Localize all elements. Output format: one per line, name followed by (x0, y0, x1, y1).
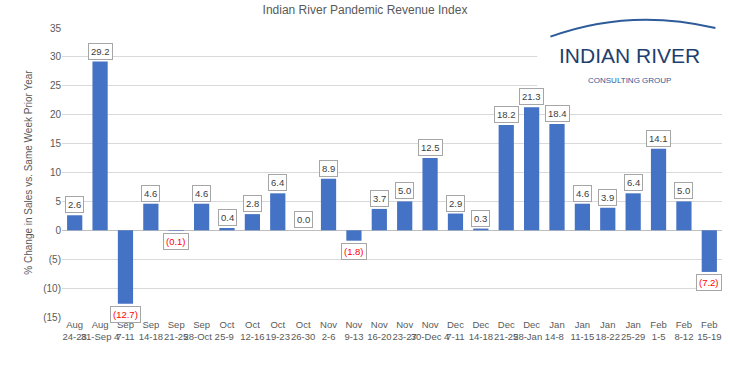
svg-text:Sep21-25: Sep21-25 (164, 319, 188, 342)
svg-text:(12.7): (12.7) (113, 309, 138, 320)
svg-text:Feb8-12: Feb8-12 (674, 319, 693, 342)
svg-text:Dec28-Jan 1: Dec28-Jan 1 (513, 319, 550, 342)
svg-text:Nov23-27: Nov23-27 (393, 319, 417, 342)
svg-text:10: 10 (50, 167, 62, 178)
svg-text:CONSULTING GROUP: CONSULTING GROUP (588, 76, 671, 85)
svg-text:5: 5 (55, 196, 61, 207)
svg-text:3.7: 3.7 (373, 193, 386, 204)
svg-text:Aug31-Sep 4: Aug31-Sep 4 (81, 319, 120, 342)
svg-text:12.5: 12.5 (421, 142, 440, 153)
svg-text:25: 25 (50, 80, 62, 91)
svg-text:14.1: 14.1 (649, 133, 668, 144)
svg-text:(7.2): (7.2) (699, 277, 719, 288)
svg-text:Oct19-23: Oct19-23 (266, 319, 290, 342)
svg-text:3.9: 3.9 (601, 192, 614, 203)
svg-text:18.4: 18.4 (548, 108, 567, 119)
svg-text:Dec21-25: Dec21-25 (494, 319, 518, 342)
svg-text:2.6: 2.6 (68, 199, 81, 210)
svg-text:Oct5-9: Oct5-9 (220, 319, 235, 342)
svg-text:Indian River Pandemic Revenue: Indian River Pandemic Revenue Index (263, 3, 468, 17)
svg-text:Jan18-22: Jan18-22 (596, 319, 620, 342)
svg-text:Sep7-11: Sep7-11 (116, 319, 134, 342)
svg-text:0.3: 0.3 (474, 213, 487, 224)
svg-text:Sep28-Oct 2: Sep28-Oct 2 (183, 319, 219, 342)
svg-text:Jan25-29: Jan25-29 (621, 319, 645, 342)
svg-text:29.2: 29.2 (91, 46, 110, 57)
svg-text:6.4: 6.4 (627, 177, 640, 188)
svg-text:INDIAN RIVER: INDIAN RIVER (559, 44, 700, 67)
svg-text:5.0: 5.0 (677, 185, 690, 196)
svg-text:18.2: 18.2 (497, 109, 516, 120)
svg-text:(0.1): (0.1) (166, 236, 186, 247)
svg-text:30: 30 (50, 51, 62, 62)
svg-text:Dec7-11: Dec7-11 (446, 319, 464, 342)
svg-text:Nov30-Dec 4: Nov30-Dec 4 (411, 319, 450, 342)
svg-text:Oct26-30: Oct26-30 (291, 319, 315, 342)
svg-text:4.6: 4.6 (576, 188, 589, 199)
svg-text:Nov9-13: Nov9-13 (344, 319, 363, 342)
svg-text:0: 0 (55, 225, 61, 236)
svg-text:4.6: 4.6 (195, 188, 208, 199)
svg-text:20: 20 (50, 109, 62, 120)
svg-text:Aug24-28: Aug24-28 (63, 319, 87, 342)
svg-text:(1.8): (1.8) (344, 246, 364, 257)
svg-text:0.0: 0.0 (297, 214, 310, 225)
svg-text:(15): (15) (43, 312, 61, 323)
svg-text:Nov2-6: Nov2-6 (320, 319, 337, 342)
svg-text:% Change in Sales vs. Same Wee: % Change in Sales vs. Same Week Prior Ye… (23, 70, 34, 275)
svg-text:Dec14-18: Dec14-18 (469, 319, 493, 342)
svg-text:Jan11-15: Jan11-15 (571, 319, 595, 342)
svg-text:0.4: 0.4 (221, 212, 234, 223)
svg-text:(10): (10) (43, 283, 61, 294)
svg-text:Sep14-18: Sep14-18 (139, 319, 163, 342)
svg-text:2.8: 2.8 (246, 198, 259, 209)
svg-text:15: 15 (50, 138, 62, 149)
svg-text:Feb15-19: Feb15-19 (697, 319, 721, 342)
svg-text:5.0: 5.0 (398, 185, 411, 196)
svg-text:21.3: 21.3 (522, 91, 541, 102)
svg-text:4.6: 4.6 (144, 188, 157, 199)
svg-text:35: 35 (50, 23, 62, 34)
svg-text:6.4: 6.4 (271, 177, 284, 188)
svg-text:(5): (5) (49, 254, 61, 265)
svg-text:Jan4-8: Jan4-8 (549, 319, 564, 342)
svg-text:Feb1-5: Feb1-5 (650, 319, 666, 342)
svg-text:Nov16-20: Nov16-20 (367, 319, 391, 342)
svg-text:2.9: 2.9 (449, 198, 462, 209)
svg-text:8.9: 8.9 (322, 163, 335, 174)
svg-text:Oct12-16: Oct12-16 (240, 319, 264, 342)
